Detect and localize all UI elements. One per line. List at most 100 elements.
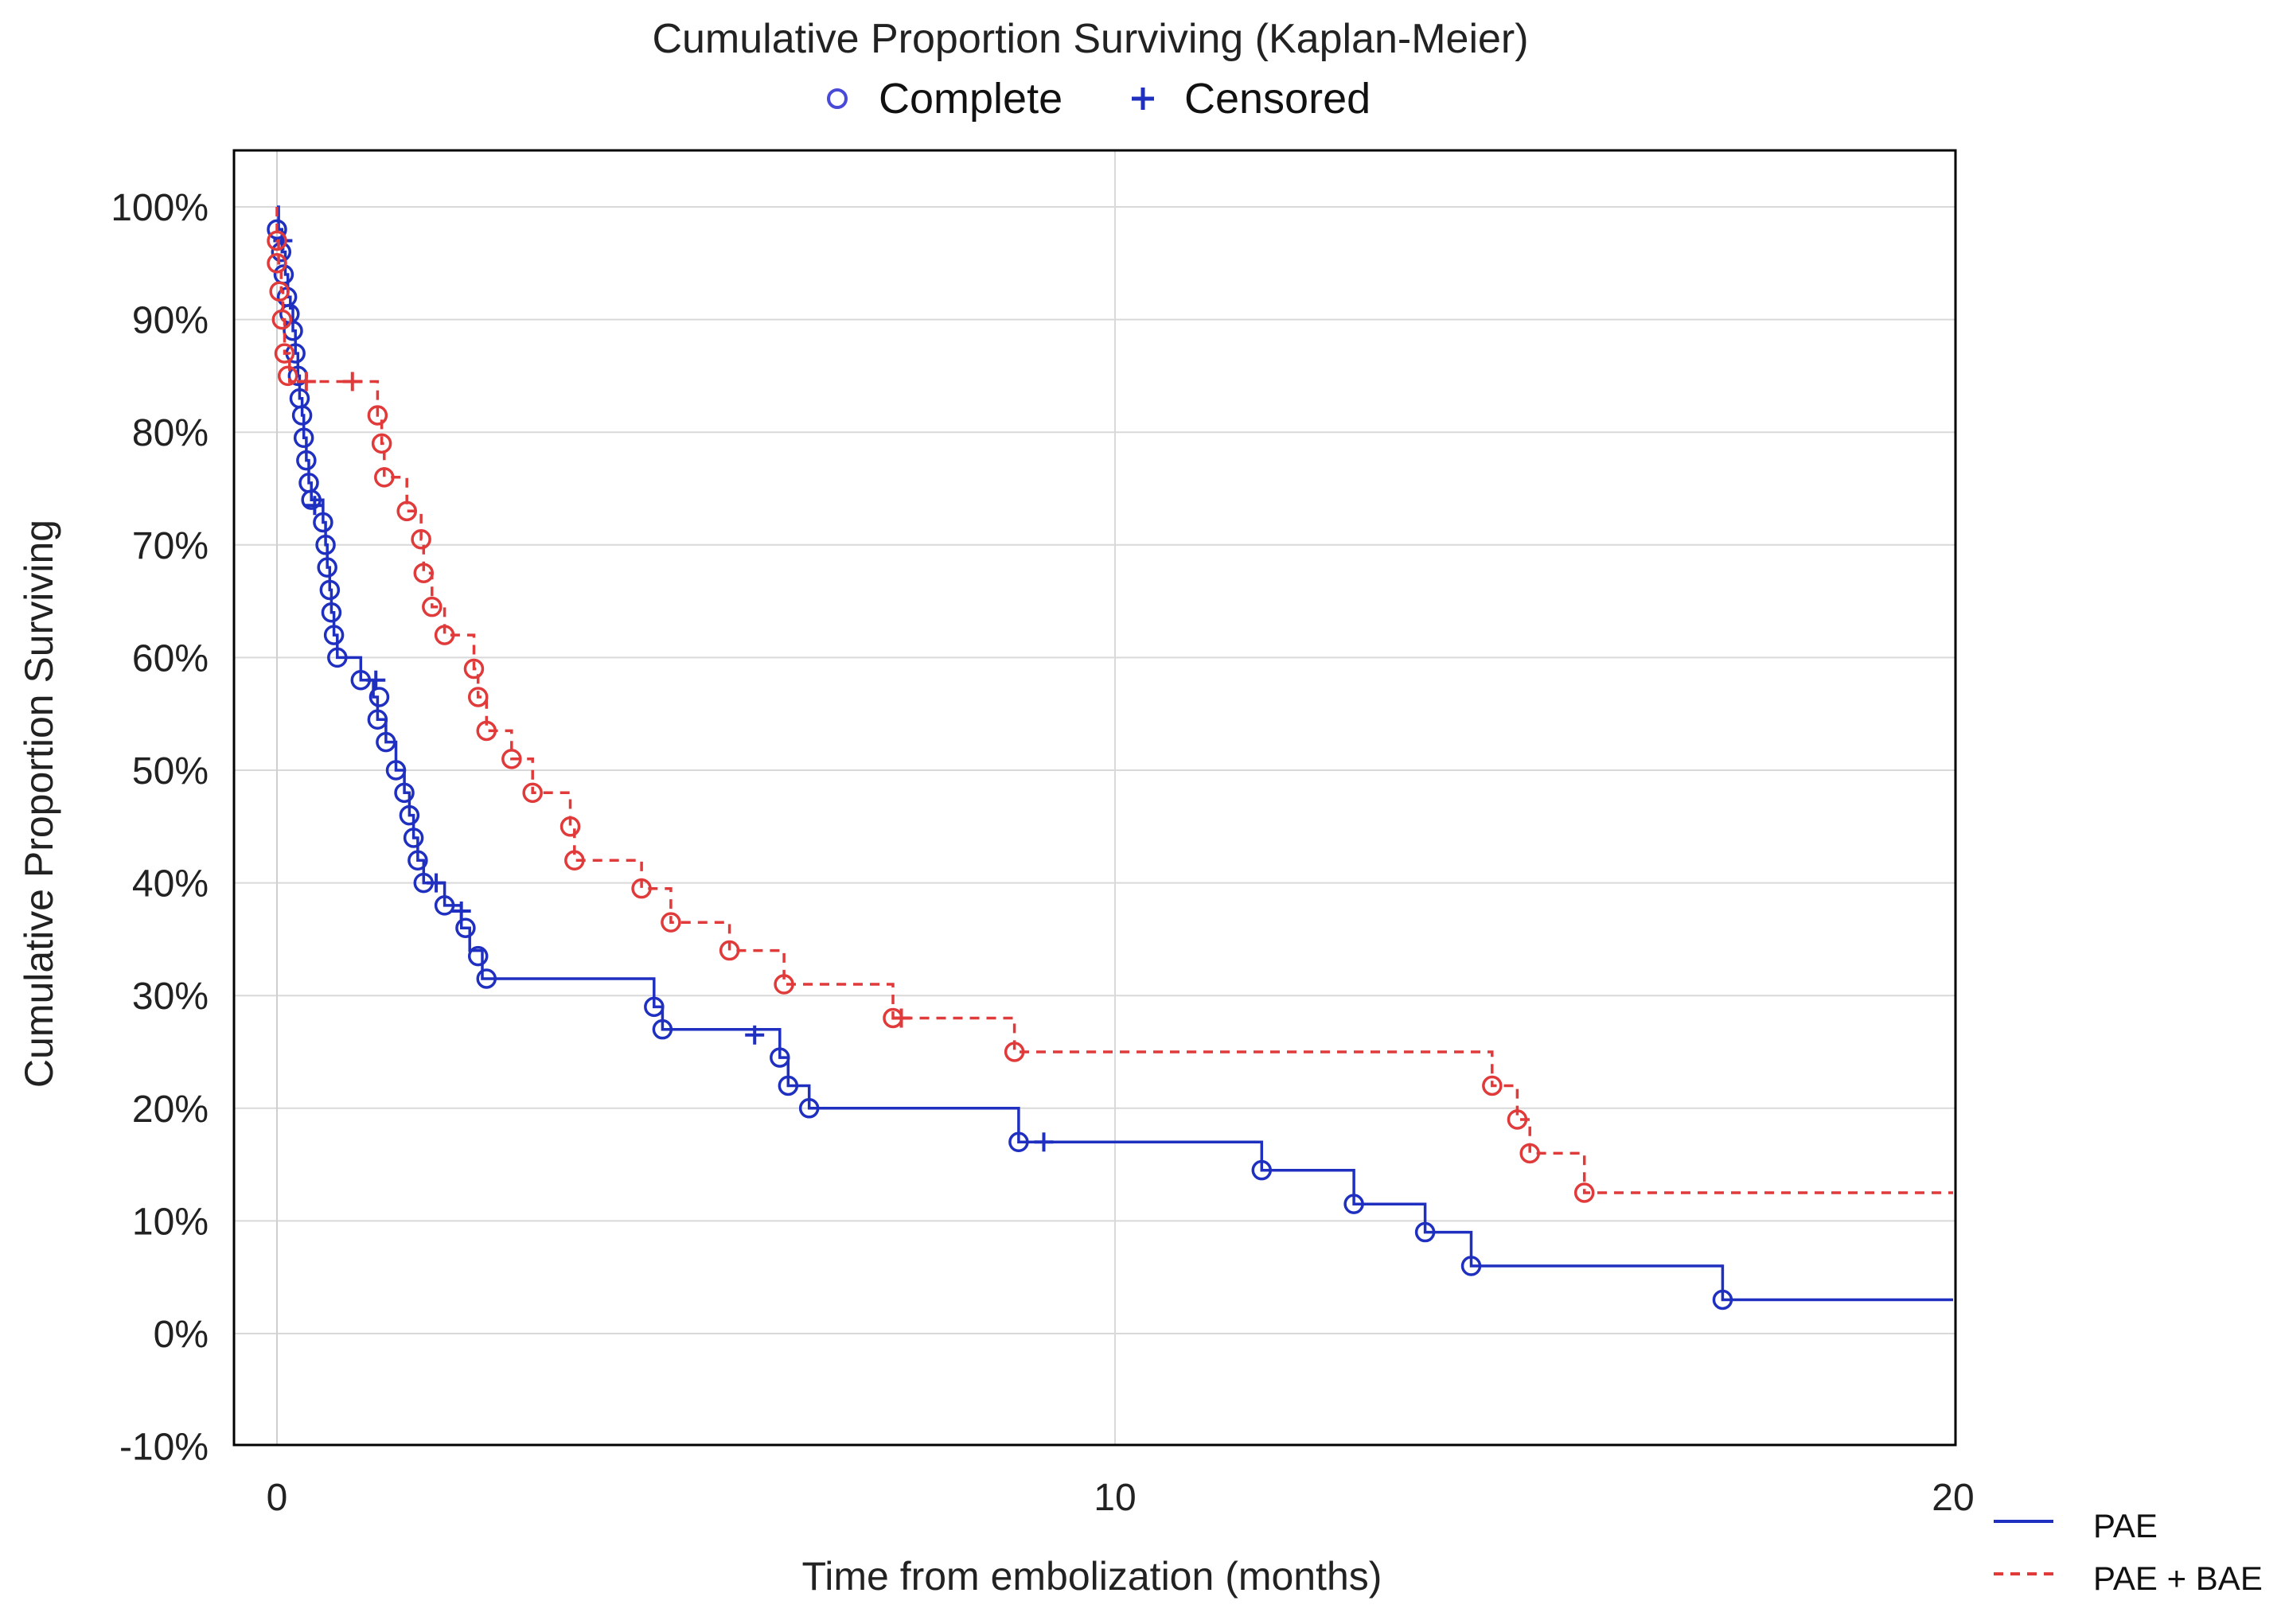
complete-point [321, 602, 342, 623]
series-layer [267, 205, 1953, 1310]
complete-point [296, 450, 317, 471]
x-tick-label: 20 [1932, 1477, 1974, 1519]
complete-point [463, 658, 485, 680]
y-axis-label: Cumulative Proportion Surviving [17, 520, 61, 1088]
complete-point [283, 321, 303, 341]
complete-point [467, 687, 489, 707]
complete-point [376, 731, 396, 753]
x-axis-ticks: 0 10 20 [267, 1477, 1975, 1519]
circle-icon [827, 88, 848, 109]
complete-point [293, 427, 314, 449]
censored-point [366, 670, 386, 690]
complete-point [396, 500, 417, 522]
complete-point [313, 512, 333, 533]
complete-point [631, 878, 652, 899]
y-axis-ticks: -10% 0% 10% 20% 30% 40% 50% 60% 70% 80% 90% 100% [111, 187, 209, 1469]
complete-point [652, 1018, 673, 1040]
censored-point [745, 1025, 765, 1045]
complete-point [267, 253, 287, 274]
survival-curve-pae-bae [275, 207, 1953, 1194]
series-legend: PAE PAE + BAE [1994, 1507, 2263, 1597]
complete-point [560, 816, 581, 837]
chart-title: Cumulative Proportion Surviving (Kaplan-… [652, 16, 1528, 62]
complete-point [434, 895, 455, 916]
complete-point [1460, 1256, 1482, 1276]
complete-point [267, 230, 287, 251]
series-pae-bae [267, 207, 1953, 1203]
marker-legend: Complete Censored [827, 75, 1371, 123]
complete-point [374, 467, 395, 488]
complete-point [319, 579, 341, 601]
complete-point [644, 996, 665, 1018]
complete-point [1507, 1109, 1528, 1130]
complete-point [1004, 1042, 1025, 1062]
y-tick-label: 20% [132, 1089, 209, 1131]
complete-point [368, 687, 390, 707]
complete-point [317, 557, 337, 578]
y-tick-label: 0% [154, 1314, 209, 1356]
x-axis-label: Time from embolization (months) [802, 1554, 1382, 1599]
y-tick-label: 40% [132, 863, 209, 905]
complete-point [1008, 1131, 1029, 1153]
y-tick-label: 90% [132, 300, 209, 342]
complete-point [371, 433, 392, 454]
complete-point [274, 343, 295, 364]
x-tick-label: 0 [267, 1477, 288, 1519]
complete-point [367, 405, 388, 426]
grid-lines [234, 150, 1955, 1445]
complete-point [455, 917, 476, 938]
legend-pae-label: PAE [2093, 1507, 2158, 1544]
complete-point [267, 219, 287, 240]
complete-point [271, 309, 293, 330]
complete-point [323, 625, 345, 645]
y-tick-label: 10% [132, 1201, 209, 1243]
complete-point [1573, 1182, 1595, 1203]
y-tick-label: 30% [132, 976, 209, 1018]
complete-point [434, 625, 455, 645]
y-tick-label: 80% [132, 412, 209, 454]
censored-point [1034, 1132, 1054, 1152]
censored-point [305, 496, 325, 516]
complete-point [661, 912, 681, 933]
complete-point [770, 1047, 790, 1068]
complete-point [301, 489, 322, 510]
complete-point [407, 850, 428, 871]
censored-point [427, 873, 446, 893]
complete-point [403, 828, 424, 848]
complete-point [277, 365, 298, 387]
complete-point [774, 974, 794, 995]
complete-point [411, 528, 431, 550]
y-tick-label: 70% [132, 525, 209, 567]
complete-point [1519, 1143, 1540, 1164]
complete-point [564, 850, 585, 871]
survival-curve-pae [277, 205, 1953, 1302]
complete-point [719, 940, 740, 961]
complete-point [413, 563, 435, 583]
complete-point [778, 1075, 799, 1096]
censored-point [451, 902, 471, 921]
legend-pae-bae-label: PAE + BAE [2093, 1560, 2263, 1597]
x-tick-label: 10 [1094, 1477, 1136, 1519]
complete-point [327, 647, 348, 668]
complete-point [467, 945, 489, 967]
complete-point [271, 241, 292, 263]
complete-point [269, 281, 290, 302]
complete-point [315, 535, 336, 555]
complete-point [1343, 1194, 1364, 1214]
complete-point [476, 968, 497, 989]
y-tick-label: 50% [132, 750, 209, 793]
complete-point [385, 760, 407, 781]
y-tick-label: -10% [119, 1427, 209, 1469]
legend-complete-label: Complete [879, 75, 1063, 123]
legend-censored-label: Censored [1184, 75, 1371, 123]
plus-icon [1132, 88, 1154, 110]
complete-point [367, 709, 388, 730]
complete-point [476, 720, 497, 742]
complete-point [1712, 1289, 1733, 1310]
censored-point [342, 372, 362, 391]
complete-point [394, 782, 415, 804]
complete-point [501, 749, 522, 769]
complete-point [1251, 1159, 1273, 1181]
complete-point [1482, 1075, 1503, 1096]
